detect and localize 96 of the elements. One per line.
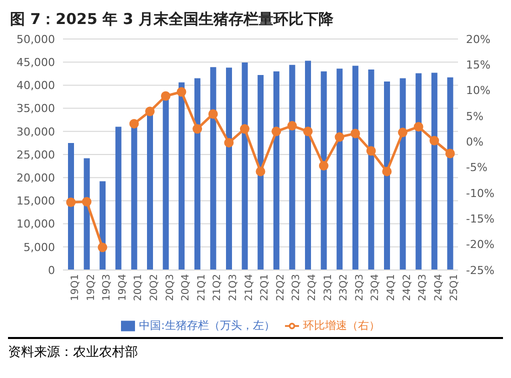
point bbox=[430, 136, 440, 146]
x-tick-label: 21Q4 bbox=[244, 274, 255, 301]
y2-tick-label: 10% bbox=[466, 84, 490, 98]
point bbox=[66, 197, 76, 207]
bar bbox=[289, 64, 296, 270]
x-tick-label: 19Q4 bbox=[117, 274, 128, 301]
bar bbox=[305, 60, 311, 270]
x-tick-label: 24Q4 bbox=[433, 274, 444, 301]
x-tick-label: 22Q2 bbox=[275, 274, 286, 301]
x-tick-label: 22Q1 bbox=[260, 274, 271, 301]
x-tick-label: 22Q4 bbox=[307, 274, 318, 301]
y2-tick-label: 15% bbox=[466, 58, 490, 72]
x-tick-label: 21Q1 bbox=[196, 274, 208, 301]
x-tick-label: 23Q1 bbox=[322, 274, 334, 301]
point bbox=[224, 138, 234, 148]
x-tick-label: 21Q3 bbox=[228, 274, 239, 301]
point bbox=[176, 87, 186, 97]
bar bbox=[258, 75, 264, 270]
y-tick-label: 30,000 bbox=[16, 125, 55, 138]
bar bbox=[368, 69, 374, 270]
point bbox=[129, 118, 139, 128]
bar bbox=[84, 158, 90, 270]
point bbox=[192, 124, 202, 134]
bar bbox=[447, 77, 454, 270]
x-tick-label: 24Q1 bbox=[386, 274, 397, 301]
point bbox=[98, 242, 108, 252]
y-tick-label: 5,000 bbox=[24, 240, 55, 254]
y2-tick-label: 20% bbox=[466, 32, 490, 46]
bar bbox=[431, 72, 438, 270]
y2-tick-label: 0% bbox=[466, 136, 484, 149]
x-tick-label: 19Q1 bbox=[70, 274, 81, 301]
bar bbox=[210, 67, 216, 270]
x-tick-label: 20Q4 bbox=[180, 274, 192, 301]
y2-tick-label: -20% bbox=[466, 238, 494, 252]
point bbox=[366, 146, 376, 156]
x-tick-label: 23Q2 bbox=[338, 274, 350, 301]
x-tick-label: 20Q3 bbox=[164, 274, 176, 301]
x-tick-label: 20Q1 bbox=[133, 274, 144, 301]
y-tick-label: 15,000 bbox=[16, 194, 55, 208]
y-tick-label: 0 bbox=[48, 264, 55, 277]
y-tick-label: 25,000 bbox=[16, 148, 55, 162]
bar bbox=[226, 68, 232, 270]
x-tick-label: 19Q2 bbox=[86, 274, 97, 301]
x-tick-label: 19Q3 bbox=[102, 274, 113, 301]
point bbox=[398, 128, 408, 138]
point bbox=[334, 132, 344, 142]
legend-label: 中国:生猪存栏（万头，左） bbox=[139, 319, 275, 332]
y-tick-label: 10,000 bbox=[16, 218, 55, 231]
y-tick-label: 20,000 bbox=[16, 172, 55, 185]
bar bbox=[178, 82, 185, 270]
point bbox=[160, 91, 170, 101]
bar bbox=[273, 71, 280, 270]
y2-tick-label: -25% bbox=[466, 264, 494, 277]
bar bbox=[400, 78, 406, 270]
point bbox=[414, 122, 424, 132]
y2-tick-label: -15% bbox=[466, 212, 494, 226]
bar bbox=[242, 62, 248, 270]
point bbox=[145, 106, 155, 116]
point bbox=[272, 126, 282, 136]
x-tick-label: 21Q2 bbox=[212, 274, 224, 301]
x-tick-label: 24Q2 bbox=[402, 274, 413, 301]
bar bbox=[162, 99, 169, 270]
point bbox=[445, 148, 455, 158]
text: 资料来源：农业农村部 bbox=[8, 344, 139, 361]
point bbox=[208, 109, 218, 119]
x-tick-label: 20Q2 bbox=[149, 274, 160, 301]
point bbox=[303, 126, 313, 136]
point bbox=[240, 124, 250, 134]
bar bbox=[320, 71, 327, 270]
bar bbox=[384, 82, 390, 270]
x-tick-label: 23Q3 bbox=[354, 274, 366, 301]
point bbox=[82, 196, 92, 206]
point bbox=[318, 161, 328, 171]
bar bbox=[68, 142, 74, 270]
bar bbox=[352, 66, 358, 270]
x-tick-label: 25Q1 bbox=[449, 274, 460, 301]
y-tick-label: 45,000 bbox=[16, 56, 55, 70]
x-tick-label: 24Q3 bbox=[418, 274, 429, 301]
bar bbox=[336, 68, 343, 270]
point bbox=[287, 121, 297, 131]
point bbox=[350, 128, 360, 138]
y-tick-label: 35,000 bbox=[16, 102, 55, 116]
x-tick-label: 22Q3 bbox=[291, 274, 302, 301]
y2-tick-label: -10% bbox=[466, 186, 494, 200]
y2-tick-label: 5% bbox=[466, 110, 484, 123]
legend-label: 环比增速（右） bbox=[302, 319, 380, 332]
y-tick-label: 50,000 bbox=[16, 32, 55, 46]
point bbox=[382, 166, 392, 176]
y2-tick-label: -5% bbox=[466, 161, 488, 174]
y-tick-label: 40,000 bbox=[16, 79, 55, 92]
x-tick-label: 23Q4 bbox=[370, 274, 382, 301]
bar bbox=[194, 78, 200, 270]
point bbox=[256, 166, 266, 176]
chart-title: 图 7：2025 年 3 月末全国生猪存栏量环比下降 bbox=[9, 9, 335, 30]
bar bbox=[115, 126, 122, 270]
bar bbox=[416, 73, 422, 270]
